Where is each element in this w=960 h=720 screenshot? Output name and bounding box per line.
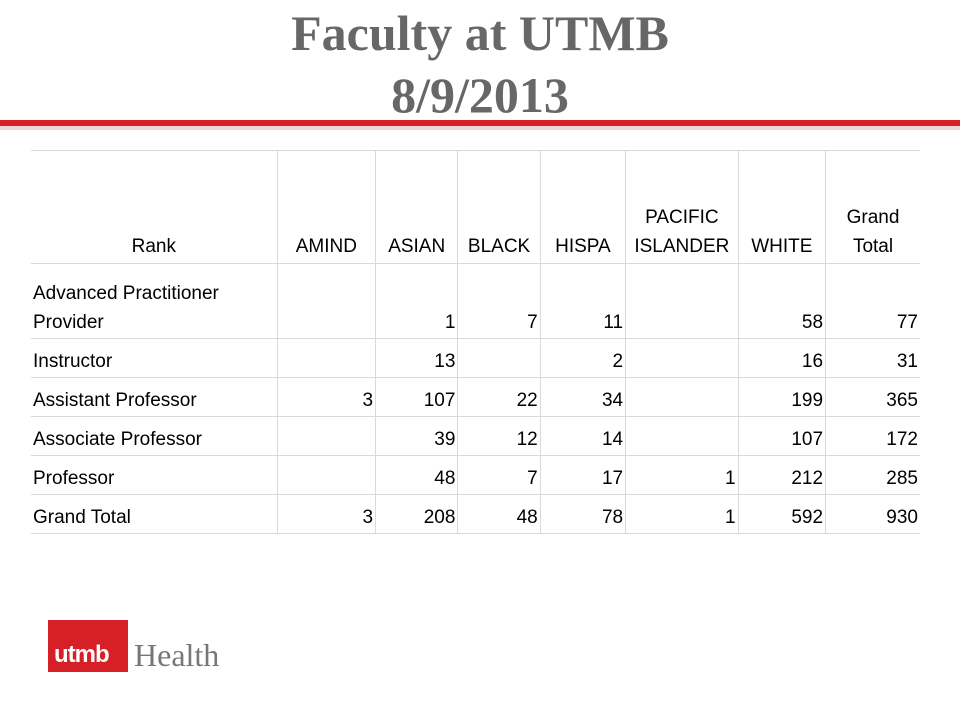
rank-cell: Advanced Practitioner Provider [31,263,278,339]
logo-health-text: Health [134,636,220,673]
title-line-1: Faculty at UTMB [291,5,669,61]
hispa-cell: 11 [540,263,627,339]
white-cell: 199 [738,377,827,417]
header-white: WHITE [738,150,827,264]
black-cell: 7 [457,263,541,339]
black-cell: 48 [457,494,541,534]
hispa-cell: 14 [540,416,627,456]
amind-cell [277,455,377,495]
title-divider [0,120,960,126]
title-divider-shadow [0,126,960,130]
black-cell: 7 [457,455,541,495]
header-rank: Rank [31,150,278,264]
table-row: Associate Professor 39 12 14 107 172 [31,416,920,456]
white-cell: 58 [738,263,827,339]
header-black: BLACK [457,150,541,264]
table-row-grand-total: Grand Total 3 208 48 78 1 592 930 [31,494,920,534]
hispa-cell: 2 [540,338,627,378]
table-row: Professor 48 7 17 1 212 285 [31,455,920,495]
amind-cell [277,263,377,339]
table-row: Instructor 13 2 16 31 [31,338,920,378]
grand-total-cell: 365 [825,377,920,417]
pacific-islander-cell [625,416,739,456]
white-cell: 16 [738,338,827,378]
hispa-cell: 34 [540,377,627,417]
rank-cell: Grand Total [31,494,278,534]
title-date: 8/9/2013 [391,67,569,123]
amind-cell [277,416,377,456]
table-row: Advanced Practitioner Provider 1 7 11 58… [31,263,920,339]
utmb-health-logo: utmb Health [48,620,220,673]
white-cell: 107 [738,416,827,456]
amind-cell: 3 [277,494,377,534]
asian-cell: 107 [375,377,459,417]
pacific-islander-cell [625,338,739,378]
rank-cell: Instructor [31,338,278,378]
white-cell: 212 [738,455,827,495]
grand-total-cell: 285 [825,455,920,495]
page-title: Faculty at UTMB 8/9/2013 [0,2,960,126]
header-hispa: HISPA [540,150,627,264]
header-pacific-islander: PACIFIC ISLANDER [625,150,739,264]
hispa-cell: 78 [540,494,627,534]
asian-cell: 208 [375,494,459,534]
amind-cell: 3 [277,377,377,417]
table-row: Assistant Professor 3 107 22 34 199 365 [31,377,920,417]
grand-total-cell: 930 [825,494,920,534]
header-amind: AMIND [277,150,377,264]
utmb-logo-mark-icon: utmb [48,620,128,672]
pacific-islander-cell [625,263,739,339]
amind-cell [277,338,377,378]
table-header-row: Rank AMIND ASIAN BLACK HISPA PACIFIC ISL… [31,150,920,264]
header-grand-total: Grand Total [825,150,920,264]
asian-cell: 39 [375,416,459,456]
hispa-cell: 17 [540,455,627,495]
grand-total-cell: 172 [825,416,920,456]
rank-cell: Professor [31,455,278,495]
black-cell: 12 [457,416,541,456]
pacific-islander-cell: 1 [625,455,739,495]
pacific-islander-cell [625,377,739,417]
grand-total-cell: 31 [825,338,920,378]
faculty-table: Rank AMIND ASIAN BLACK HISPA PACIFIC ISL… [31,150,920,534]
logo-mark-text: utmb [54,641,110,668]
asian-cell: 13 [375,338,459,378]
pacific-islander-cell: 1 [625,494,739,534]
white-cell: 592 [738,494,827,534]
black-cell [457,338,541,378]
header-asian: ASIAN [375,150,459,264]
grand-total-cell: 77 [825,263,920,339]
rank-cell: Associate Professor [31,416,278,456]
asian-cell: 48 [375,455,459,495]
rank-cell: Assistant Professor [31,377,278,417]
asian-cell: 1 [375,263,459,339]
black-cell: 22 [457,377,541,417]
